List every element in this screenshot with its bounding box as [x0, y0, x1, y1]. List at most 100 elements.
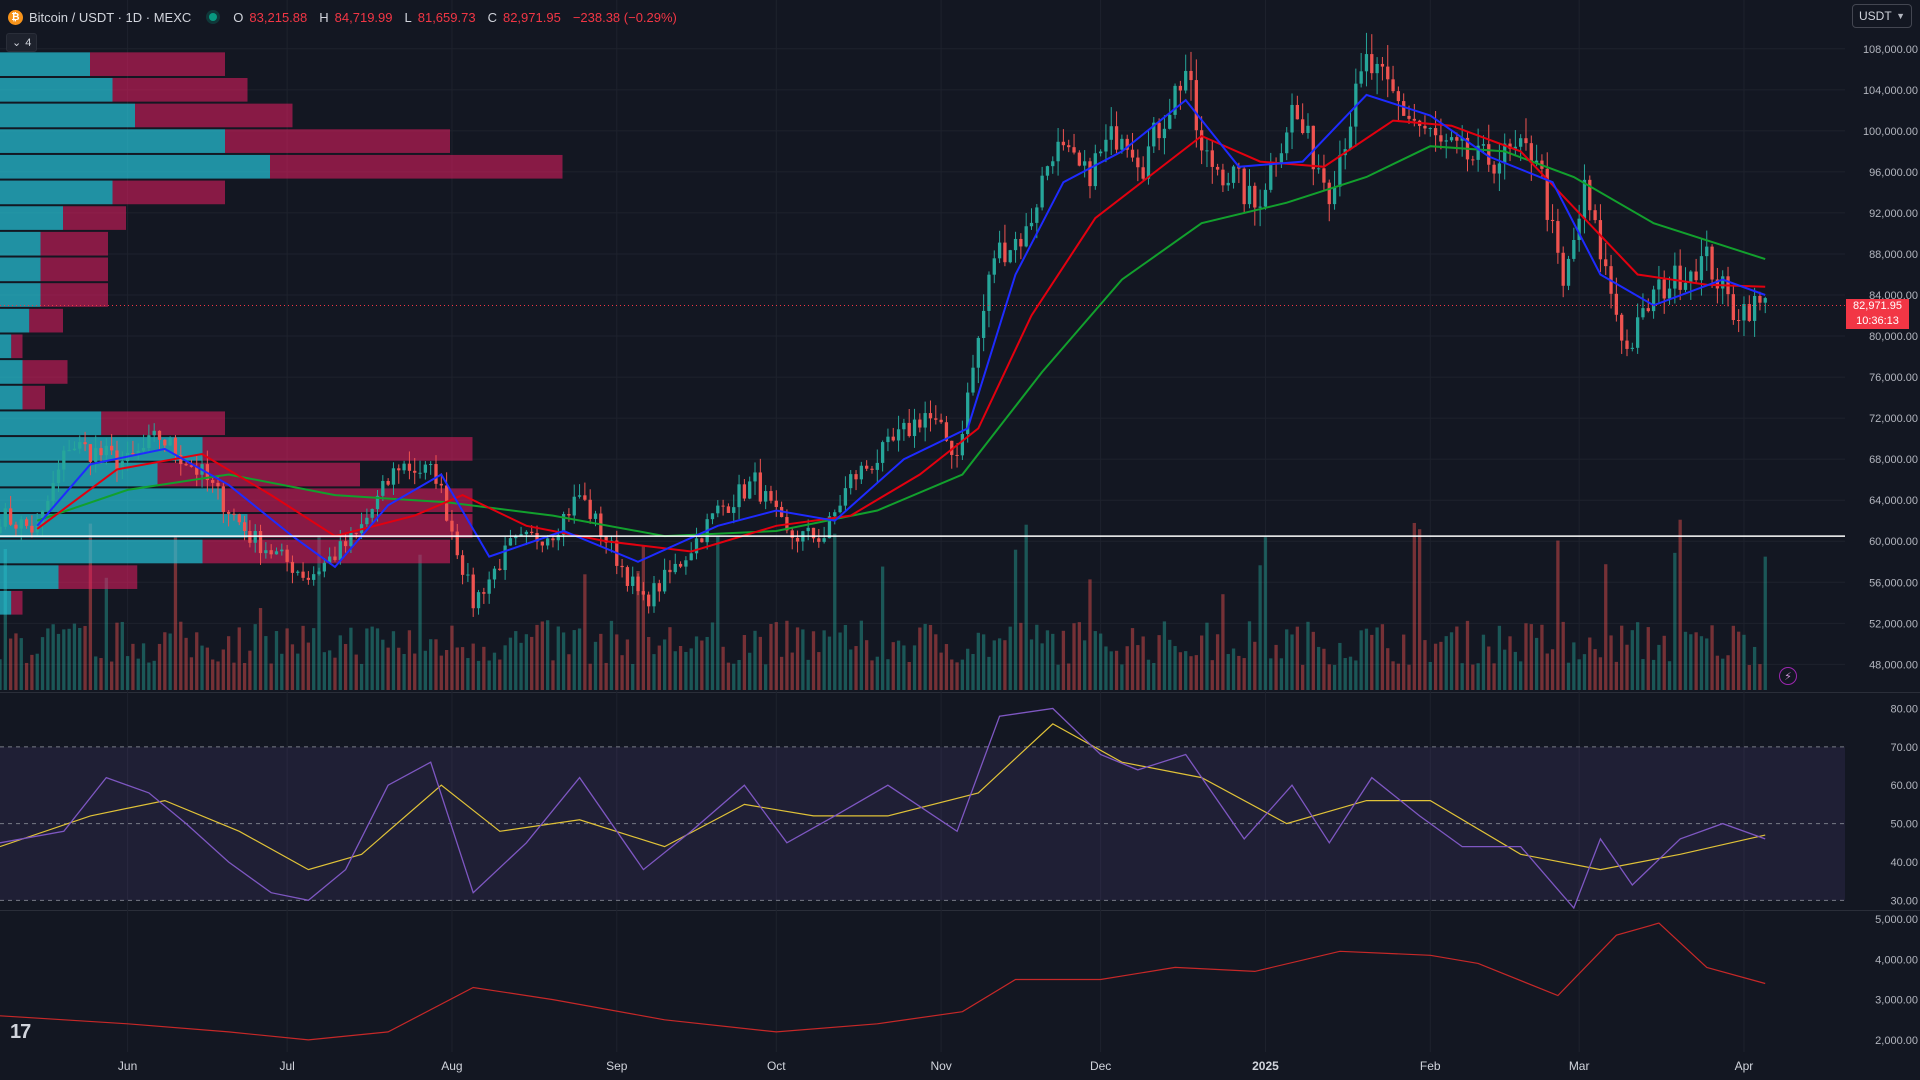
candle-body	[1083, 161, 1087, 166]
candle-body	[189, 465, 194, 467]
volume-bar	[955, 662, 959, 690]
volume-bar	[1519, 661, 1523, 690]
volume-bar	[689, 648, 693, 690]
volume-bar	[524, 634, 529, 690]
volume-bar	[413, 653, 417, 690]
candle-body	[179, 454, 183, 465]
volume-bar	[1550, 649, 1555, 690]
volume-bar	[1699, 636, 1704, 690]
volume-bar	[1524, 623, 1528, 690]
candle-body	[1215, 166, 1220, 170]
candle-body	[460, 555, 465, 575]
volume-bar	[880, 566, 885, 690]
candle-body	[902, 422, 906, 430]
volume-bar	[705, 636, 709, 690]
y-tick-label: 92,000.00	[1869, 208, 1918, 220]
volume-bar	[1476, 663, 1480, 690]
candle-body	[195, 466, 199, 475]
volume-bar	[391, 631, 396, 690]
volume-bar	[1731, 625, 1735, 690]
volume-bar	[1136, 645, 1140, 690]
candle-body	[110, 445, 114, 451]
volume-bar	[1003, 640, 1007, 690]
volume-bar	[1061, 630, 1066, 690]
volume-bar	[1662, 635, 1666, 690]
volume-profile-up	[0, 257, 41, 282]
volume-bar	[125, 656, 130, 690]
candle-body	[748, 481, 752, 499]
volume-bar	[1407, 664, 1411, 690]
volume-bar	[503, 645, 507, 690]
candle-body	[62, 450, 66, 470]
volume-profile-up	[0, 539, 203, 564]
volume-bar	[779, 656, 784, 690]
volume-bar	[997, 638, 1002, 690]
rsi-ma-line	[0, 723, 1766, 871]
volume-bar	[774, 622, 778, 690]
volume-bar	[1471, 664, 1475, 690]
y-tick-label: 100,000.00	[1863, 126, 1918, 138]
volume-bar	[944, 644, 949, 690]
volume-bar	[801, 629, 805, 690]
volume-bar	[444, 649, 449, 690]
volume-bar	[115, 622, 119, 690]
volume-bar	[1237, 655, 1241, 690]
volume-bar	[1247, 621, 1252, 690]
volume-bar	[519, 642, 523, 690]
volume-bar	[811, 631, 816, 690]
candle-body	[269, 550, 273, 555]
volume-bar	[1667, 661, 1672, 690]
symbol-title[interactable]: Bitcoin / USDT · 1D · MEXC	[29, 9, 192, 25]
candle-body	[1598, 220, 1603, 260]
volume-bar	[960, 659, 965, 690]
x-tick-label: Oct	[767, 1059, 786, 1073]
lightning-icon[interactable]: ⚡	[1779, 667, 1797, 685]
candle-body	[503, 545, 507, 571]
volume-bar	[508, 637, 513, 690]
volume-bar	[386, 647, 390, 690]
indicators-toggle[interactable]: ⌄ 4	[6, 33, 38, 52]
candle-body	[950, 440, 954, 455]
volume-bar	[184, 637, 188, 690]
candle-body	[583, 495, 587, 500]
volume-bar	[1370, 634, 1374, 690]
volume-bar	[1758, 664, 1762, 690]
volume-bar	[631, 663, 635, 690]
candle-body	[1577, 218, 1581, 240]
candle-body	[753, 472, 757, 482]
volume-bar	[1221, 594, 1225, 690]
candle-body	[83, 442, 87, 445]
currency-select[interactable]: USDT ▼	[1852, 4, 1912, 28]
volume-bar	[269, 663, 273, 690]
x-tick-label: Feb	[1420, 1059, 1441, 1073]
volume-bar	[120, 621, 124, 690]
candle-body	[1141, 167, 1145, 179]
volume-bar	[668, 627, 672, 690]
candle-body	[567, 513, 571, 516]
volume-bar	[1263, 537, 1268, 690]
candle-body	[455, 531, 459, 556]
volume-bar	[1338, 642, 1342, 690]
volume-bar	[716, 535, 720, 690]
candle-body	[375, 495, 380, 510]
volume-bar	[1194, 655, 1198, 690]
candle-body	[232, 513, 236, 515]
volume-bar	[636, 571, 640, 690]
volume-bar	[1199, 635, 1204, 690]
candle-body	[833, 512, 837, 517]
volume-bar	[1226, 654, 1230, 690]
volume-bar	[1449, 632, 1454, 690]
volume-bar	[1683, 631, 1688, 690]
volume-bar	[78, 627, 82, 690]
volume-bar	[561, 632, 566, 690]
volume-bar	[1402, 634, 1406, 690]
volume-bar	[1572, 642, 1576, 690]
candle-body	[1210, 150, 1214, 167]
candle-body	[1705, 246, 1709, 257]
candle-body	[120, 461, 124, 469]
volume-bar	[1205, 622, 1209, 690]
volume-bar	[1460, 663, 1464, 690]
candle-body	[971, 367, 975, 393]
volume-profile-up	[0, 514, 248, 538]
